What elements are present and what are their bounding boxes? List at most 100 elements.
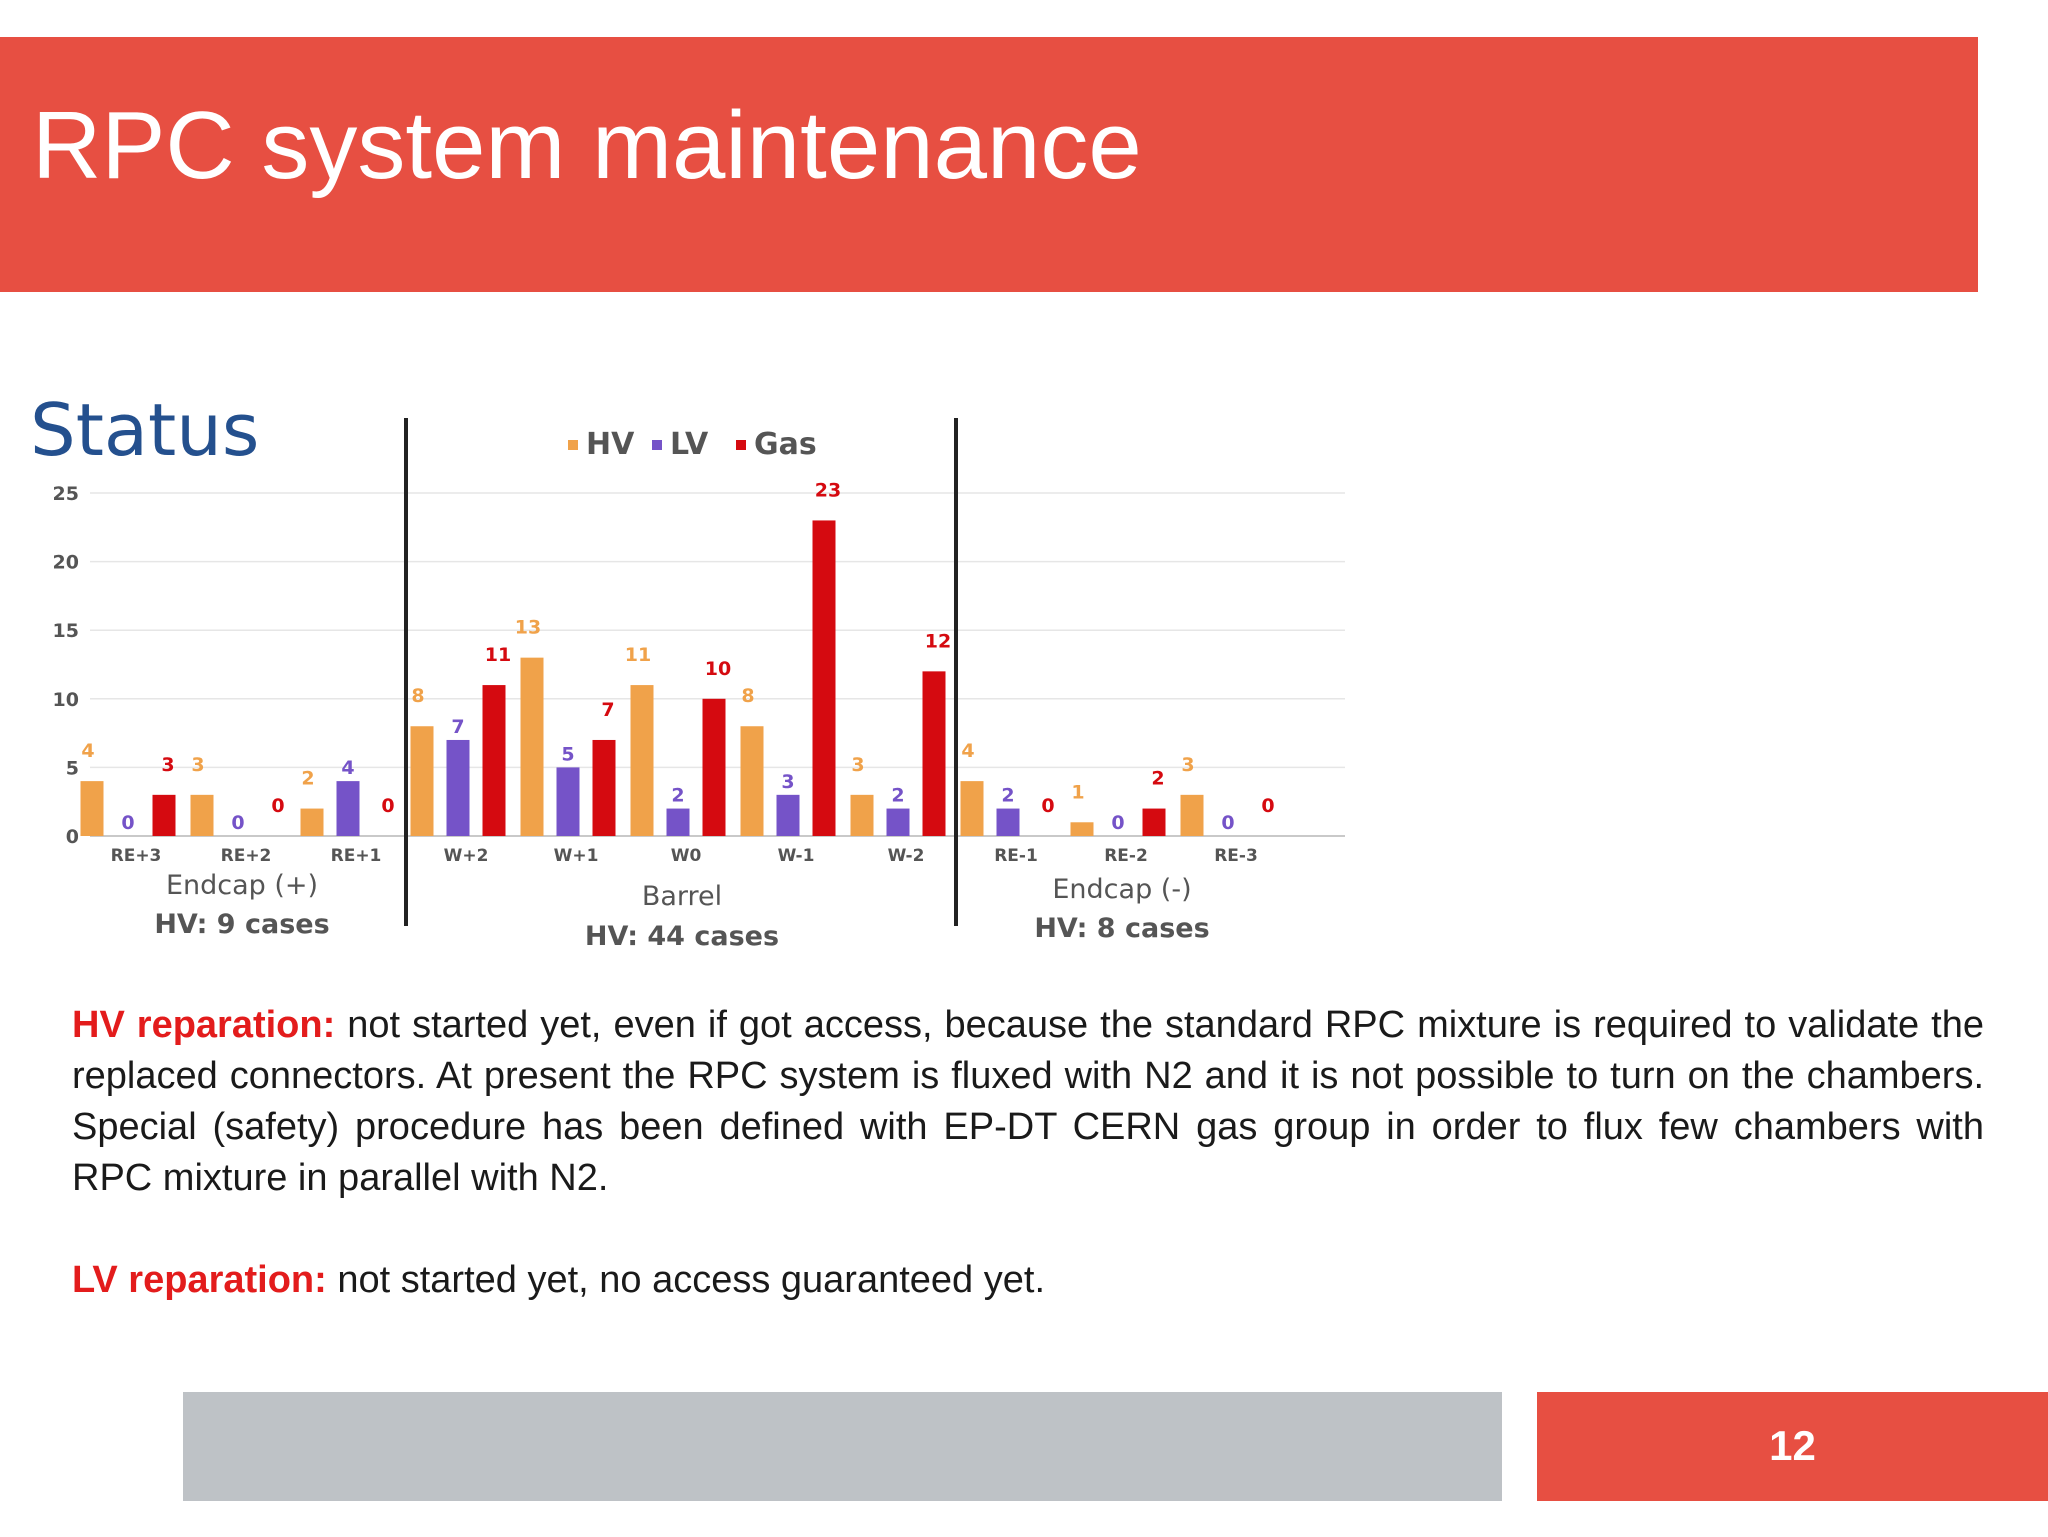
chart-title: Status bbox=[30, 388, 259, 472]
legend-label: Gas bbox=[754, 427, 817, 462]
hv-label: HV reparation: bbox=[72, 1004, 336, 1046]
bar-lv bbox=[886, 808, 910, 836]
bar-hv bbox=[630, 685, 654, 836]
data-label-hv: 3 bbox=[1181, 754, 1194, 776]
bar-hv bbox=[960, 781, 984, 836]
y-tick-label: 15 bbox=[53, 620, 79, 642]
bar-gas bbox=[592, 739, 616, 836]
hv-paragraph: HV reparation: not started yet, even if … bbox=[72, 1000, 1984, 1204]
bar-hv bbox=[1070, 822, 1094, 836]
bar-lv bbox=[666, 808, 690, 836]
group-label: Endcap (-) bbox=[1052, 874, 1191, 905]
x-tick-label: RE-2 bbox=[1104, 846, 1148, 866]
bar-hv bbox=[80, 781, 104, 836]
bar-lv bbox=[336, 781, 360, 836]
group-note: HV: 9 cases bbox=[154, 909, 329, 940]
data-label-gas: 0 bbox=[1261, 795, 1274, 817]
data-label-hv: 2 bbox=[301, 768, 314, 790]
bar-hv bbox=[190, 794, 214, 836]
data-label-hv: 13 bbox=[515, 617, 541, 639]
data-label-lv: 2 bbox=[1001, 785, 1014, 807]
x-tick-label: RE-3 bbox=[1214, 846, 1258, 866]
bar-lv bbox=[446, 739, 470, 836]
bar-hv bbox=[520, 657, 544, 836]
legend-label: LV bbox=[670, 427, 709, 462]
data-label-hv: 4 bbox=[81, 740, 94, 762]
data-label-hv: 3 bbox=[191, 754, 204, 776]
data-label-gas: 2 bbox=[1151, 768, 1164, 790]
data-label-gas: 11 bbox=[485, 644, 511, 666]
footer-bar bbox=[183, 1392, 1502, 1501]
y-tick-label: 5 bbox=[66, 757, 79, 779]
data-label-hv: 1 bbox=[1071, 781, 1084, 803]
bar-hv bbox=[850, 794, 874, 836]
bar-gas bbox=[1142, 808, 1166, 836]
data-label-lv: 0 bbox=[231, 812, 244, 834]
data-label-hv: 3 bbox=[851, 754, 864, 776]
lv-text: not started yet, no access guaranteed ye… bbox=[326, 1259, 1045, 1301]
lv-label: LV reparation: bbox=[72, 1259, 327, 1301]
bar-gas bbox=[812, 520, 836, 836]
data-label-gas: 12 bbox=[925, 630, 951, 652]
y-tick-label: 0 bbox=[66, 826, 79, 848]
data-label-gas: 7 bbox=[601, 699, 614, 721]
x-tick-label: W-1 bbox=[778, 846, 815, 866]
x-tick-label: RE+3 bbox=[111, 846, 162, 866]
chart-legend: HV LV Gas bbox=[568, 427, 817, 462]
bar-gas bbox=[702, 698, 726, 836]
bar-hv bbox=[410, 726, 434, 836]
x-tick-label: RE+2 bbox=[221, 846, 272, 866]
data-label-gas: 0 bbox=[381, 795, 394, 817]
bar-hv bbox=[1180, 794, 1204, 836]
title-bar bbox=[0, 37, 1978, 292]
bar-lv bbox=[996, 808, 1020, 836]
legend-swatch bbox=[652, 440, 662, 450]
y-tick-label: 20 bbox=[53, 552, 79, 574]
legend-swatch bbox=[736, 440, 746, 450]
x-axis: RE+3 RE+2 RE+1 W+2 W+1 W0 W-1 W-2 RE-1 RE-2 RE-3 bbox=[111, 846, 1258, 866]
x-tick-label: W+2 bbox=[444, 846, 489, 866]
legend-swatch bbox=[568, 440, 578, 450]
data-label-lv: 7 bbox=[451, 716, 464, 738]
group-note: HV: 8 cases bbox=[1034, 913, 1209, 944]
lv-paragraph: LV reparation: not started yet, no acces… bbox=[72, 1255, 1984, 1306]
data-label-hv: 8 bbox=[411, 685, 424, 707]
data-label-lv: 5 bbox=[561, 743, 574, 765]
data-label-lv: 2 bbox=[891, 785, 904, 807]
data-label-gas: 23 bbox=[815, 479, 841, 501]
data-label-hv: 11 bbox=[625, 644, 651, 666]
group-note: HV: 44 cases bbox=[585, 921, 779, 952]
y-axis: 0 5 10 15 20 25 bbox=[53, 483, 79, 848]
data-label-gas: 0 bbox=[1041, 795, 1054, 817]
data-label-hv: 4 bbox=[961, 740, 974, 762]
data-label-gas: 0 bbox=[271, 795, 284, 817]
bar-hv bbox=[300, 808, 324, 836]
chart-bars bbox=[80, 520, 1204, 836]
data-label-lv: 2 bbox=[671, 785, 684, 807]
x-tick-label: W-2 bbox=[888, 846, 925, 866]
legend-label: HV bbox=[586, 427, 635, 462]
x-tick-label: W0 bbox=[671, 846, 702, 866]
slide-title: RPC system maintenance bbox=[32, 92, 1142, 199]
y-tick-label: 25 bbox=[53, 483, 79, 505]
data-label-gas: 3 bbox=[161, 754, 174, 776]
bar-gas bbox=[922, 671, 946, 836]
x-tick-label: W+1 bbox=[554, 846, 599, 866]
data-label-hv: 8 bbox=[741, 685, 754, 707]
bar-hv bbox=[740, 726, 764, 836]
data-label-gas: 10 bbox=[705, 658, 731, 680]
group-label: Barrel bbox=[642, 881, 722, 912]
bar-lv bbox=[556, 767, 580, 836]
page-number: 12 bbox=[1769, 1422, 1816, 1469]
bar-gas bbox=[152, 794, 176, 836]
x-tick-label: RE+1 bbox=[331, 846, 382, 866]
data-label-lv: 4 bbox=[341, 757, 354, 779]
body-text: HV reparation: not started yet, even if … bbox=[72, 1000, 1984, 1306]
bar-lv bbox=[776, 794, 800, 836]
x-tick-label: RE-1 bbox=[994, 846, 1038, 866]
data-label-lv: 0 bbox=[1221, 812, 1234, 834]
group-label: Endcap (+) bbox=[166, 870, 318, 901]
page-number-box: 12 bbox=[1537, 1392, 2048, 1501]
